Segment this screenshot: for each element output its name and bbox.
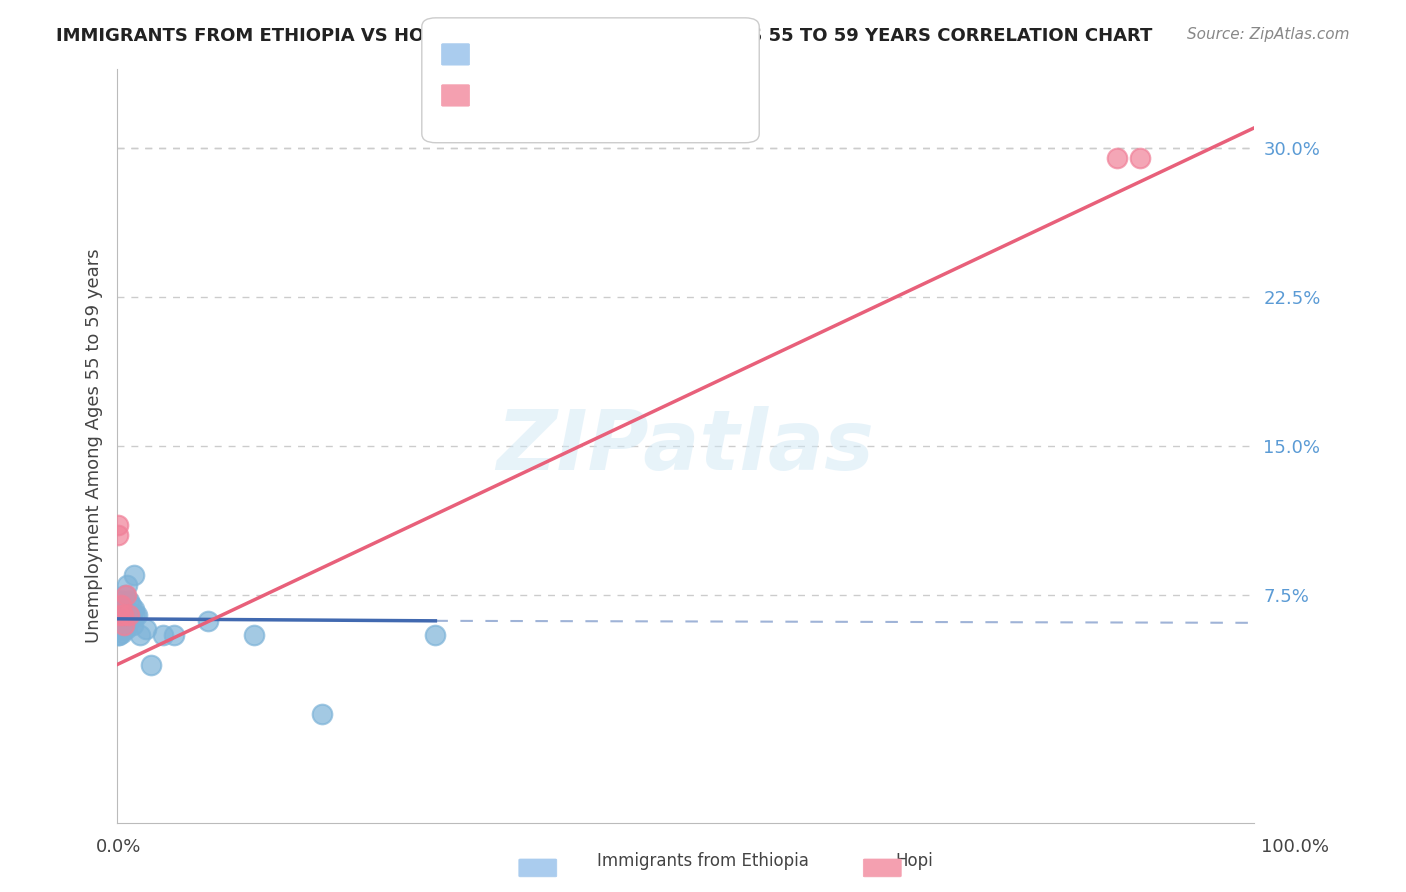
Point bbox=[114, 614, 136, 628]
Point bbox=[110, 598, 132, 612]
Text: Source: ZipAtlas.com: Source: ZipAtlas.com bbox=[1187, 27, 1350, 42]
Text: N = 10: N = 10 bbox=[583, 87, 641, 105]
Point bbox=[141, 657, 163, 672]
Text: 100.0%: 100.0% bbox=[1261, 838, 1329, 856]
Point bbox=[115, 622, 138, 636]
Text: 0.971: 0.971 bbox=[513, 87, 565, 105]
Point bbox=[112, 617, 135, 632]
Text: R =: R = bbox=[450, 46, 486, 64]
Point bbox=[124, 607, 146, 622]
Point bbox=[1107, 151, 1129, 165]
Point bbox=[311, 707, 333, 722]
Point bbox=[111, 594, 134, 608]
Point bbox=[117, 617, 139, 632]
Point bbox=[110, 614, 132, 628]
Point bbox=[117, 578, 139, 592]
Point bbox=[111, 610, 134, 624]
Point bbox=[110, 598, 132, 612]
Point bbox=[117, 594, 139, 608]
Point bbox=[425, 628, 447, 642]
Point bbox=[108, 607, 131, 622]
Point bbox=[122, 568, 145, 582]
Point bbox=[125, 607, 148, 622]
Point bbox=[120, 598, 142, 612]
Point bbox=[108, 607, 131, 622]
Point bbox=[107, 518, 129, 533]
Point bbox=[129, 628, 152, 642]
Text: N = 44: N = 44 bbox=[583, 46, 641, 64]
Point bbox=[115, 602, 138, 616]
Point bbox=[152, 628, 174, 642]
Point bbox=[121, 607, 143, 622]
Point bbox=[108, 628, 131, 642]
Point bbox=[1129, 151, 1152, 165]
Text: Immigrants from Ethiopia: Immigrants from Ethiopia bbox=[598, 852, 808, 870]
Point bbox=[107, 617, 129, 632]
Point bbox=[107, 598, 129, 612]
Point bbox=[242, 628, 264, 642]
Text: R =: R = bbox=[450, 87, 486, 105]
Point bbox=[118, 612, 141, 626]
Point bbox=[111, 607, 134, 622]
Text: Hopi: Hopi bbox=[896, 852, 932, 870]
Point bbox=[122, 602, 145, 616]
Point bbox=[197, 614, 219, 628]
Point bbox=[111, 622, 134, 636]
Text: IMMIGRANTS FROM ETHIOPIA VS HOPI UNEMPLOYMENT AMONG AGES 55 TO 59 YEARS CORRELAT: IMMIGRANTS FROM ETHIOPIA VS HOPI UNEMPLO… bbox=[56, 27, 1153, 45]
Point bbox=[111, 607, 134, 622]
Text: 0.0%: 0.0% bbox=[96, 838, 141, 856]
Y-axis label: Unemployment Among Ages 55 to 59 years: Unemployment Among Ages 55 to 59 years bbox=[86, 249, 103, 643]
Point bbox=[107, 607, 129, 622]
Point bbox=[117, 607, 139, 622]
Text: -0.009: -0.009 bbox=[513, 46, 572, 64]
Text: ZIPatlas: ZIPatlas bbox=[496, 406, 875, 486]
Point bbox=[115, 588, 138, 602]
Point bbox=[108, 617, 131, 632]
Point bbox=[114, 588, 136, 602]
Point bbox=[107, 617, 129, 632]
Point bbox=[107, 528, 129, 542]
Point bbox=[117, 607, 139, 622]
Point bbox=[111, 602, 134, 616]
Point bbox=[107, 628, 129, 642]
Point bbox=[112, 598, 135, 612]
Point bbox=[112, 617, 135, 632]
Point bbox=[110, 622, 132, 636]
Point bbox=[163, 628, 186, 642]
Point bbox=[122, 617, 145, 632]
Point bbox=[111, 625, 134, 640]
Point bbox=[135, 622, 157, 636]
